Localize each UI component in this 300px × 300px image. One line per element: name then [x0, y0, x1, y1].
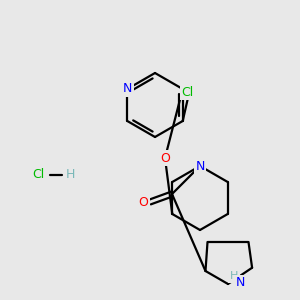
- Text: O: O: [138, 196, 148, 208]
- Text: O: O: [160, 152, 170, 164]
- Text: H: H: [65, 169, 75, 182]
- Text: N: N: [195, 160, 205, 172]
- Text: N: N: [235, 277, 245, 290]
- Text: N: N: [123, 82, 132, 95]
- Text: Cl: Cl: [182, 85, 194, 98]
- Text: H: H: [230, 271, 238, 281]
- Text: Cl: Cl: [32, 169, 44, 182]
